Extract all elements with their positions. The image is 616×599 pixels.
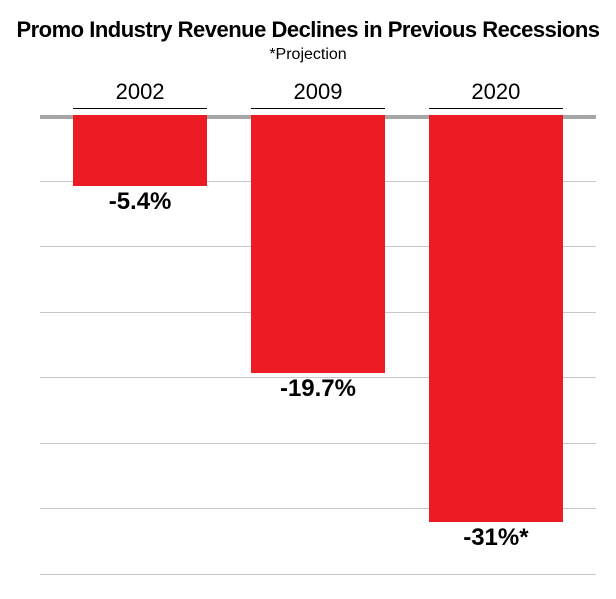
category-label: 2020 [429, 79, 562, 109]
plot-area: 2002-5.4%2009-19.7%2020-31%* [40, 115, 596, 574]
value-label: -31%* [401, 524, 590, 552]
chart-subtitle: *Projection [0, 46, 616, 64]
page: Promo Industry Revenue Declines in Previ… [0, 0, 616, 599]
category-label: 2002 [73, 79, 206, 109]
bar [251, 115, 384, 373]
value-label: -5.4% [46, 188, 235, 216]
chart-title: Promo Industry Revenue Declines in Previ… [0, 18, 616, 42]
bar [73, 115, 206, 186]
category-label: 2009 [251, 79, 384, 109]
chart-area: 2002-5.4%2009-19.7%2020-31%* [40, 115, 596, 574]
gridline [40, 574, 596, 575]
bar [429, 115, 562, 522]
value-label: -19.7% [223, 375, 412, 403]
